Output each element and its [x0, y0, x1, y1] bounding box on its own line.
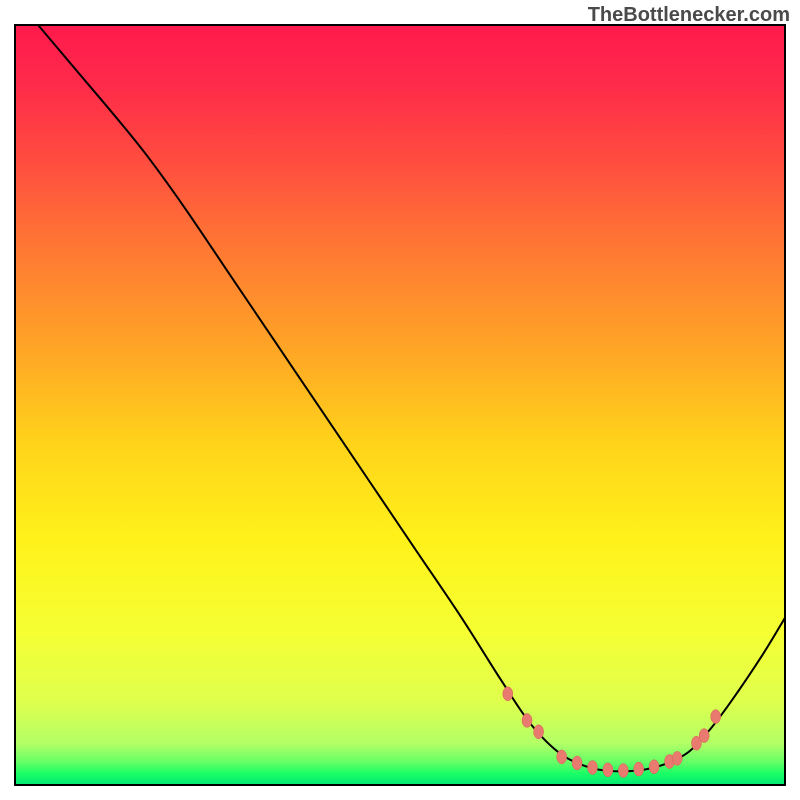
data-marker [649, 760, 659, 774]
data-marker [699, 729, 709, 743]
data-marker [503, 687, 513, 701]
data-marker [588, 761, 598, 775]
data-marker [711, 710, 721, 724]
data-marker [534, 725, 544, 739]
chart-svg [0, 0, 800, 800]
plot-background [15, 25, 785, 785]
data-marker [618, 764, 628, 778]
data-marker [557, 750, 567, 764]
data-marker [522, 713, 532, 727]
data-marker [672, 751, 682, 765]
bottleneck-chart [0, 0, 800, 800]
data-marker [634, 762, 644, 776]
watermark-text: TheBottlenecker.com [588, 4, 790, 27]
data-marker [603, 763, 613, 777]
data-marker [572, 756, 582, 770]
